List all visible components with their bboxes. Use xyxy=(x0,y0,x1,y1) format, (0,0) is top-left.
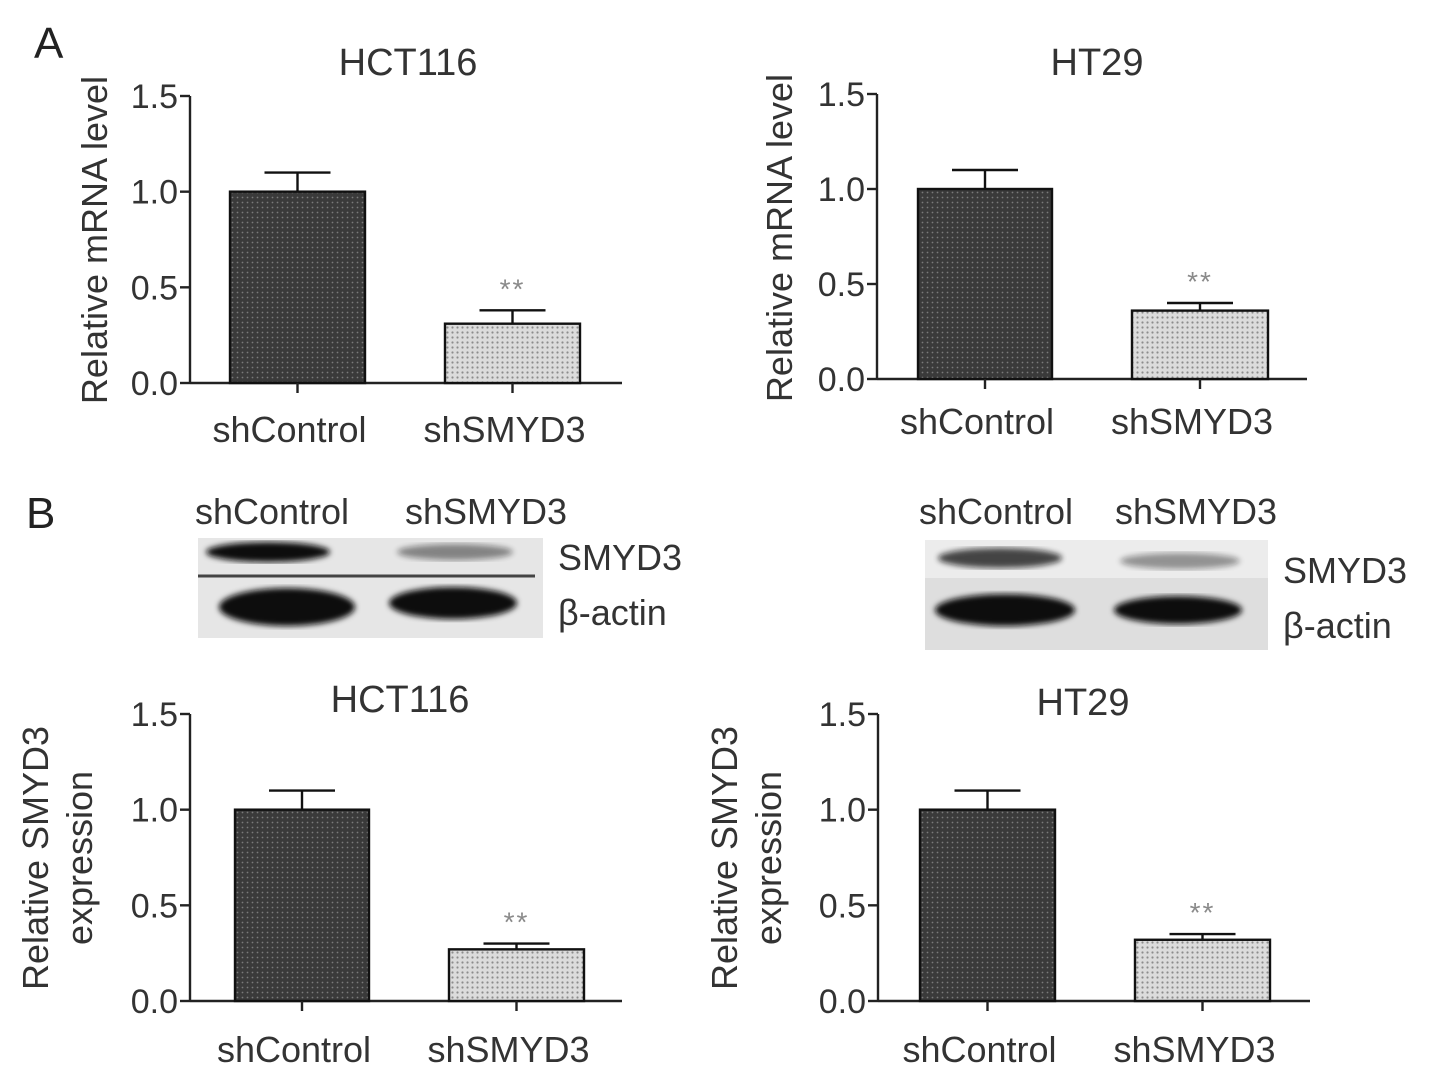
blot-band-label: β-actin xyxy=(1283,605,1392,646)
y-tick-label: 0.0 xyxy=(819,983,866,1021)
western-blot-hct116: shControl shSMYD3 SMYD3 β-actin xyxy=(195,491,682,638)
y-tick-label: 0.0 xyxy=(131,365,178,403)
significance-label: ** xyxy=(500,273,526,304)
blot-band-label: SMYD3 xyxy=(558,537,682,578)
significance-label: ** xyxy=(504,907,530,938)
x-tick-label: shControl xyxy=(217,1029,371,1069)
y-axis-title-line: expression xyxy=(59,771,100,945)
y-tick-label: 0.0 xyxy=(818,361,865,399)
bar xyxy=(233,808,371,1003)
bar xyxy=(447,948,586,1003)
panel-label-a: A xyxy=(34,19,64,68)
y-axis-title-line: Relative mRNA level xyxy=(74,76,115,404)
bar xyxy=(918,808,1057,1003)
blot-lane-label: shControl xyxy=(919,491,1073,532)
blot-band-smyd3 xyxy=(938,548,1062,568)
y-axis-title-line: expression xyxy=(748,771,789,945)
bar xyxy=(1133,938,1272,1003)
blot-lane-label: shControl xyxy=(195,491,349,532)
x-tick-label: shControl xyxy=(900,401,1054,442)
bar xyxy=(228,190,367,385)
y-tick-label: 1.5 xyxy=(131,696,178,734)
blot-lane-label: shSMYD3 xyxy=(405,491,567,532)
y-tick-label: 0.5 xyxy=(131,269,178,307)
y-axis-title-line: Relative SMYD3 xyxy=(704,726,745,990)
y-tick-label: 1.0 xyxy=(818,171,865,209)
bar xyxy=(916,187,1054,381)
chart-title: HT29 xyxy=(1051,42,1144,84)
blot-band-label: β-actin xyxy=(558,592,667,633)
y-tick-label: 1.5 xyxy=(819,696,866,734)
x-tick-label: shControl xyxy=(212,409,366,450)
y-tick-label: 0.0 xyxy=(131,983,178,1021)
y-axis-title: Relative mRNA level xyxy=(74,76,115,404)
blot-band-smyd3 xyxy=(1120,553,1240,569)
blot-band-label: SMYD3 xyxy=(1283,550,1407,591)
significance-label: ** xyxy=(1187,266,1213,297)
panel-label-b: B xyxy=(26,489,55,538)
blot-lane-label: shSMYD3 xyxy=(1115,491,1277,532)
blot-band-beta-actin xyxy=(219,588,355,626)
y-tick-label: 1.0 xyxy=(819,792,866,830)
x-tick-label: shSMYD3 xyxy=(423,409,585,450)
y-tick-label: 0.5 xyxy=(819,887,866,925)
blot-band-smyd3 xyxy=(397,544,513,560)
x-tick-label: shSMYD3 xyxy=(1113,1029,1275,1069)
y-tick-label: 1.0 xyxy=(131,174,178,212)
x-tick-label: shSMYD3 xyxy=(427,1029,589,1069)
y-tick-label: 1.5 xyxy=(818,76,865,114)
y-axis-title: Relative SMYD3expression xyxy=(15,726,100,990)
y-tick-label: 0.5 xyxy=(131,887,178,925)
chart-title: HT29 xyxy=(1037,682,1130,724)
significance-label: ** xyxy=(1190,897,1216,928)
y-tick-label: 1.0 xyxy=(131,792,178,830)
bar xyxy=(443,322,582,385)
chart-title: HCT116 xyxy=(331,679,470,721)
y-axis-title: Relative mRNA level xyxy=(759,74,800,402)
chart-title: HCT116 xyxy=(339,42,478,84)
blot-band-beta-actin xyxy=(389,587,517,619)
blot-band-smyd3 xyxy=(206,542,330,562)
blot-band-beta-actin xyxy=(1114,596,1242,624)
bar-chart: HCT116 0.0 0.5 1.0 1.5 Relative mRNA level shC… xyxy=(74,42,622,450)
x-tick-label: shSMYD3 xyxy=(1111,401,1273,442)
x-tick-label: shControl xyxy=(902,1029,1056,1069)
western-blot-ht29: shControl shSMYD3 SMYD3 β-actin xyxy=(919,491,1407,650)
bar-chart: HCT116 0.0 0.5 1.0 1.5 Relative SMYD3expressi… xyxy=(15,679,622,1069)
y-tick-label: 0.5 xyxy=(818,266,865,304)
y-tick-label: 1.5 xyxy=(131,78,178,116)
bar-charts: HCT116 0.0 0.5 1.0 1.5 Relative mRNA level shC… xyxy=(15,42,1310,1069)
y-axis-title-line: Relative mRNA level xyxy=(759,74,800,402)
y-axis-title: Relative SMYD3expression xyxy=(704,726,789,990)
bar-chart: HT29 0.0 0.5 1.0 1.5 Relative SMYD3expression… xyxy=(704,682,1310,1069)
bar xyxy=(1130,309,1270,381)
y-axis-title-line: Relative SMYD3 xyxy=(15,726,56,990)
blot-band-beta-actin xyxy=(935,594,1075,626)
bar-chart: HT29 0.0 0.5 1.0 1.5 Relative mRNA level shCon… xyxy=(759,42,1307,442)
